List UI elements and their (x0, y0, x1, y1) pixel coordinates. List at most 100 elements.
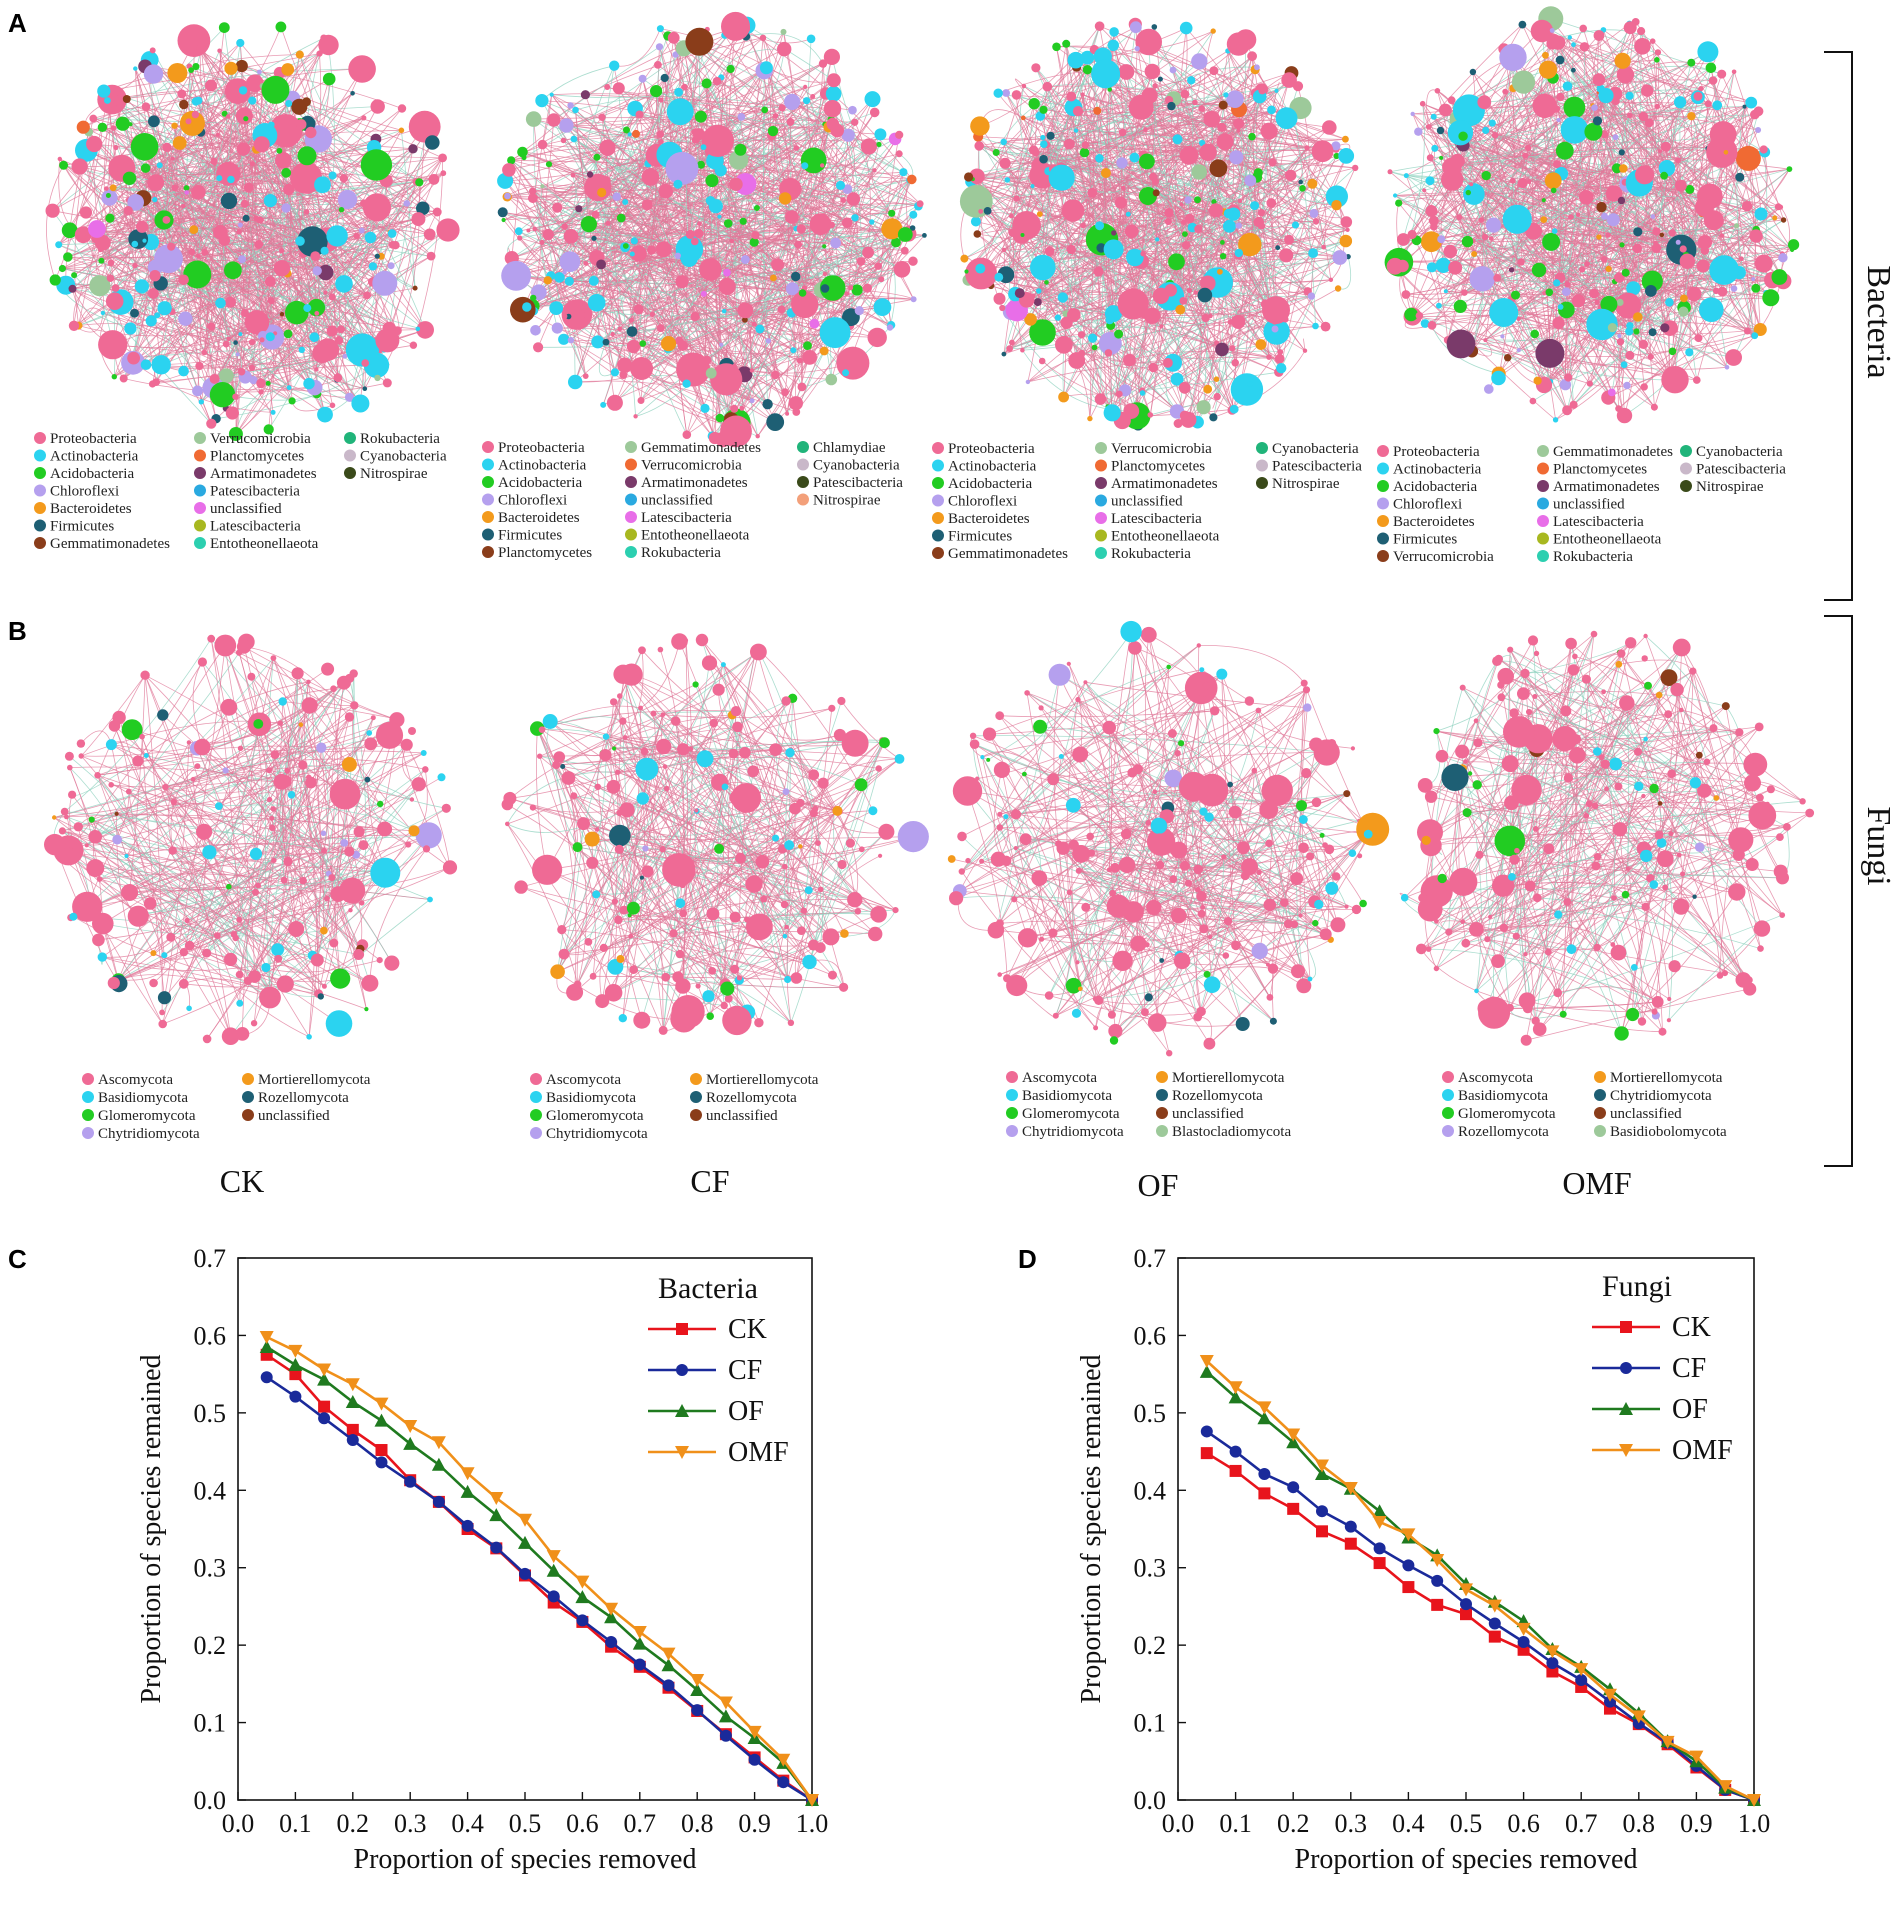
bacteria-ck-node (314, 367, 319, 372)
bacteria-omf-node (1518, 20, 1527, 29)
bacteria-cf-node (803, 341, 812, 350)
bacteria-ck-node (140, 163, 151, 173)
bacteria-ck-node (215, 297, 226, 309)
bacteria-networks (45, 6, 1800, 448)
bacteria-cf-node (685, 27, 714, 56)
bacteria-of-node (1040, 140, 1048, 148)
bacteria-omf-node (1654, 57, 1660, 63)
bacteria-omf-node (1427, 320, 1437, 330)
bacteria-of-node (1178, 381, 1191, 394)
bacteria-ck-node (426, 251, 436, 261)
bacteria-of-node (1267, 105, 1276, 115)
bacteria-of-node (1320, 321, 1331, 332)
bacteria-ck-edge (260, 266, 374, 393)
bacteria-omf-node (1668, 347, 1677, 356)
bacteria-ck-node (107, 259, 115, 267)
bacteria-cf-node (800, 147, 827, 174)
bacteria-ck-node (104, 186, 109, 191)
bacteria-cf-node (771, 258, 785, 272)
bacteria-ck-edge (145, 167, 378, 379)
bacteria-cf-node (646, 245, 657, 255)
bacteria-omf-node (1751, 277, 1756, 282)
bacteria-of-node (1031, 63, 1041, 73)
bacteria-cf-node (543, 276, 552, 285)
bacteria-cf-node (547, 113, 561, 127)
bacteria-of-node (1001, 247, 1007, 253)
bacteria-of-node (1077, 331, 1086, 339)
bacteria-ck-node (237, 222, 243, 228)
bacteria-cf-node (842, 369, 850, 377)
bacteria-omf-node (1469, 266, 1495, 292)
bacteria-omf-node (1617, 333, 1622, 338)
bacteria-omf-node (1386, 257, 1404, 275)
bacteria-ck-node (279, 312, 285, 317)
bacteria-ck-node (154, 244, 183, 274)
bacteria-omf-node (1535, 338, 1565, 368)
bacteria-ck-node (183, 260, 212, 289)
bacteria-omf-node (1481, 233, 1489, 241)
bacteria-cf-node (755, 434, 760, 439)
bacteria-of-node (1179, 410, 1190, 421)
bacteria-omf-node (1531, 262, 1547, 278)
bacteria-of-node (1063, 138, 1075, 150)
bacteria-cf-node (580, 90, 591, 100)
bacteria-ck-edge (198, 191, 438, 213)
bacteria-ck-nodes (45, 21, 460, 441)
bacteria-omf-node (1618, 149, 1625, 156)
bacteria-ck-node (143, 64, 164, 84)
bacteria-cf-node (596, 259, 606, 270)
bacteria-ck-node (235, 352, 240, 357)
bacteria-ck-edge (132, 50, 220, 363)
bacteria-of-node (1271, 325, 1279, 333)
bacteria-omf-node (1469, 182, 1474, 187)
bacteria-omf-node (1511, 70, 1536, 94)
bacteria-omf-node (1461, 235, 1474, 248)
bacteria-ck-node (58, 264, 66, 273)
bacteria-of-node (1000, 138, 1007, 146)
bacteria-of-node (1203, 384, 1213, 394)
bacteria-cf-node (749, 368, 755, 373)
bacteria-cf-node (685, 229, 695, 239)
bacteria-omf-node (1687, 58, 1696, 67)
bacteria-cf-node (886, 324, 894, 331)
bacteria-of-node (1028, 145, 1039, 155)
bacteria-omf-node (1633, 312, 1643, 322)
bacteria-cf-node (723, 219, 733, 228)
bacteria-of-node (1299, 185, 1306, 192)
bacteria-cf-node (559, 118, 574, 133)
bacteria-cf-node (806, 34, 816, 44)
bacteria-ck-node (415, 178, 424, 187)
bacteria-ck-node (415, 326, 421, 332)
bacteria-of-node (1199, 143, 1217, 162)
bacteria-cf-node (497, 207, 508, 218)
bacteria-ck-node (375, 328, 400, 353)
bacteria-omf-node (1562, 405, 1573, 416)
bacteria-ck-node (374, 374, 381, 382)
bacteria-ck-edge (228, 312, 246, 397)
bacteria-of-node (1094, 393, 1107, 405)
bacteria-omf-node (1447, 96, 1456, 105)
bacteria-of-node (1197, 287, 1213, 303)
bacteria-cf-node (559, 251, 581, 272)
bacteria-omf-node (1675, 157, 1682, 164)
bacteria-omf-node (1425, 176, 1435, 186)
bacteria-of-node (1046, 131, 1055, 140)
bacteria-of-node (1282, 316, 1289, 323)
bacteria-cf-node (803, 97, 811, 105)
bacteria-ck-node (358, 227, 365, 234)
bacteria-omf-node (1705, 62, 1717, 74)
bacteria-of-node (1014, 288, 1025, 299)
bacteria-omf-node (1453, 299, 1467, 313)
bacteria-omf-node (1552, 417, 1559, 423)
bacteria-cf-node (766, 413, 785, 431)
bacteria-ck-node (334, 336, 344, 345)
bacteria-cf-node (633, 304, 644, 315)
bacteria-cf-node (717, 214, 722, 219)
bacteria-of-node (1338, 148, 1355, 164)
bacteria-omf-node (1434, 88, 1441, 94)
bacteria-of-node (1144, 307, 1161, 324)
bacteria-ck-edge (256, 310, 398, 332)
bacteria-ck-edge (235, 85, 263, 343)
bacteria-cf-node (649, 311, 656, 318)
bacteria-of-node (1008, 228, 1017, 237)
